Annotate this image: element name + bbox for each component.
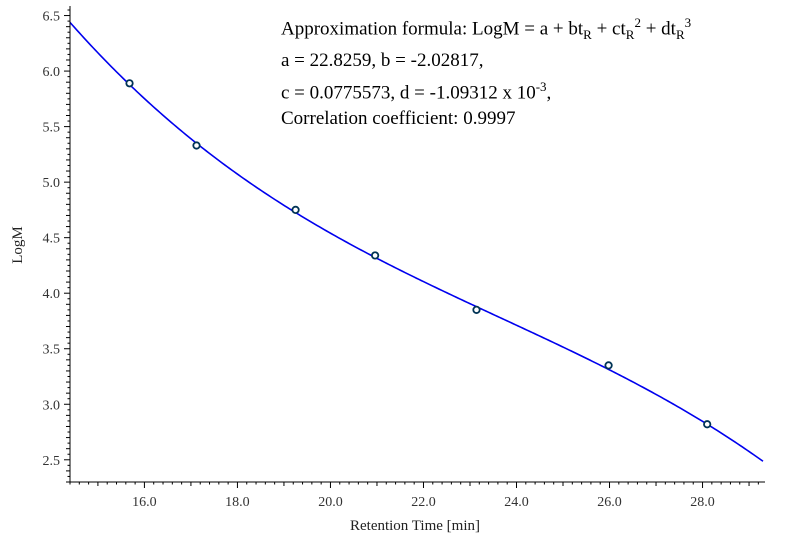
data-point: [291, 205, 300, 215]
data-point: [703, 420, 712, 429]
x-tick-label: 24.0: [504, 495, 529, 510]
y-tick-label: 3.5: [43, 343, 61, 358]
data-point: [371, 251, 380, 260]
fit-annotation: Approximation formula: LogM = a + btR + …: [281, 10, 691, 132]
y-tick-label: 4.5: [43, 232, 61, 247]
y-tick-label: 5.0: [43, 176, 61, 191]
x-axis-ticks: 16.0 18.0 20.0 22.0 24.0 26.0 28.0: [69, 482, 759, 510]
formula-line: Approximation formula: LogM = a + btR + …: [281, 15, 692, 43]
x-tick-label: 22.0: [411, 495, 436, 510]
y-axis-ticks: 2.5 3.0 3.5 4.0 4.5 5.0 5.5 6.0 6.5: [43, 9, 70, 483]
coefficients-cd-line: c = 0.0775573, d = -1.09312 x 10-3,: [281, 79, 552, 104]
x-tick-label: 28.0: [690, 495, 715, 510]
coefficients-ab-line: a = 22.8259, b = -2.02817,: [281, 50, 484, 72]
y-tick-label: 2.5: [43, 454, 61, 469]
x-tick-label: 16.0: [132, 495, 157, 510]
data-point: [192, 141, 201, 150]
x-tick-label: 20.0: [318, 495, 343, 510]
y-tick-label: 4.0: [43, 287, 61, 302]
y-tick-label: 5.5: [43, 121, 61, 136]
data-point: [604, 361, 613, 370]
data-points: [125, 79, 712, 429]
x-axis-label: Retention Time [min]: [350, 518, 480, 534]
y-tick-label: 3.0: [43, 398, 61, 413]
y-tick-label: 6.0: [43, 65, 61, 80]
fit-curve: [69, 21, 764, 462]
x-tick-label: 18.0: [225, 495, 250, 510]
data-point: [125, 79, 134, 88]
y-tick-label: 6.5: [43, 10, 61, 25]
correlation-line: Correlation coefficient: 0.9997: [281, 108, 516, 130]
x-tick-label: 26.0: [597, 495, 622, 510]
y-axis-label: LogM: [10, 226, 26, 264]
data-point: [472, 305, 481, 314]
